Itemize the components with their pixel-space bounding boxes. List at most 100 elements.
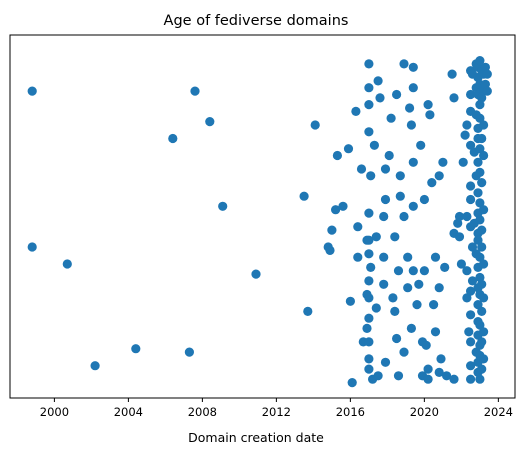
data-point xyxy=(479,120,489,130)
data-point xyxy=(475,215,485,225)
data-point xyxy=(479,205,489,215)
data-point xyxy=(406,323,416,333)
data-point xyxy=(369,140,379,150)
data-point xyxy=(438,157,448,167)
data-point xyxy=(364,337,374,347)
x-axis: 2000 2004 2008 2012 2016 2020 2024 xyxy=(40,398,513,419)
data-point xyxy=(477,178,487,188)
data-point xyxy=(477,133,487,144)
data-point xyxy=(466,140,476,150)
data-point xyxy=(390,232,400,242)
data-point xyxy=(205,117,215,127)
data-point xyxy=(466,286,476,296)
x-tick-label: 2012 xyxy=(262,405,291,419)
x-tick-label: 2016 xyxy=(336,405,365,419)
data-point xyxy=(408,62,418,72)
data-point xyxy=(473,157,483,167)
data-point xyxy=(27,86,37,96)
data-point xyxy=(454,211,465,222)
data-point xyxy=(331,205,341,215)
data-point xyxy=(168,133,178,144)
data-point xyxy=(460,130,470,140)
x-tick-label: 2020 xyxy=(410,405,439,419)
data-point xyxy=(449,93,459,103)
data-point xyxy=(475,167,485,177)
data-point xyxy=(364,235,374,245)
data-point xyxy=(464,327,474,337)
data-point xyxy=(425,110,435,120)
data-point xyxy=(479,293,489,303)
data-point xyxy=(403,252,413,262)
data-point xyxy=(190,86,200,96)
data-point xyxy=(364,354,374,364)
data-point xyxy=(440,262,450,272)
data-point xyxy=(462,293,472,303)
data-point xyxy=(392,333,402,344)
data-point xyxy=(379,211,389,222)
data-point xyxy=(386,113,396,123)
data-point xyxy=(423,374,433,384)
data-point xyxy=(338,201,348,211)
data-point xyxy=(353,252,363,262)
data-point xyxy=(399,59,409,69)
data-point xyxy=(475,198,485,208)
x-tick-label: 2000 xyxy=(40,405,69,419)
data-point xyxy=(325,245,335,255)
data-point xyxy=(473,235,483,245)
data-point xyxy=(345,296,355,306)
data-point xyxy=(454,232,465,242)
data-point xyxy=(479,259,489,269)
data-point xyxy=(479,327,489,337)
data-point xyxy=(416,140,426,150)
data-point xyxy=(392,89,402,100)
x-axis-label: Domain creation date xyxy=(188,430,324,445)
data-point xyxy=(462,266,472,276)
data-point xyxy=(379,279,389,289)
data-point xyxy=(482,86,492,96)
data-point xyxy=(366,262,376,272)
data-point xyxy=(393,371,404,381)
data-point xyxy=(62,259,72,269)
data-point xyxy=(477,364,487,374)
data-point xyxy=(408,201,418,211)
data-point xyxy=(423,364,433,374)
data-point xyxy=(356,164,367,174)
data-point xyxy=(388,293,398,303)
data-point xyxy=(332,150,342,161)
data-point xyxy=(373,371,383,381)
data-point xyxy=(482,69,492,79)
data-point xyxy=(364,293,374,303)
data-point xyxy=(364,100,374,110)
data-point xyxy=(429,300,439,310)
data-point xyxy=(364,59,374,69)
data-point xyxy=(442,371,452,381)
data-point xyxy=(434,171,444,181)
data-point xyxy=(466,181,476,191)
data-point xyxy=(364,208,374,218)
data-point xyxy=(449,374,459,384)
data-point xyxy=(419,194,429,205)
data-point xyxy=(27,242,37,252)
data-point xyxy=(384,150,394,161)
x-tick-label: 2024 xyxy=(484,405,513,419)
data-point xyxy=(364,249,374,259)
x-tick-label: 2004 xyxy=(114,405,143,419)
data-point xyxy=(462,120,472,130)
data-point xyxy=(414,279,424,289)
data-point xyxy=(423,100,433,110)
data-point xyxy=(458,157,468,167)
data-point xyxy=(364,127,374,137)
data-point xyxy=(477,279,487,289)
data-point xyxy=(362,323,372,333)
chart-title: Age of fediverse domains xyxy=(164,13,349,29)
data-point xyxy=(364,83,374,93)
data-point xyxy=(371,232,381,242)
plot-frame xyxy=(9,34,516,399)
data-point xyxy=(462,211,472,222)
data-point xyxy=(479,354,489,364)
data-point xyxy=(371,303,381,313)
data-point xyxy=(466,194,476,205)
data-point xyxy=(412,300,422,310)
data-point xyxy=(405,103,415,113)
